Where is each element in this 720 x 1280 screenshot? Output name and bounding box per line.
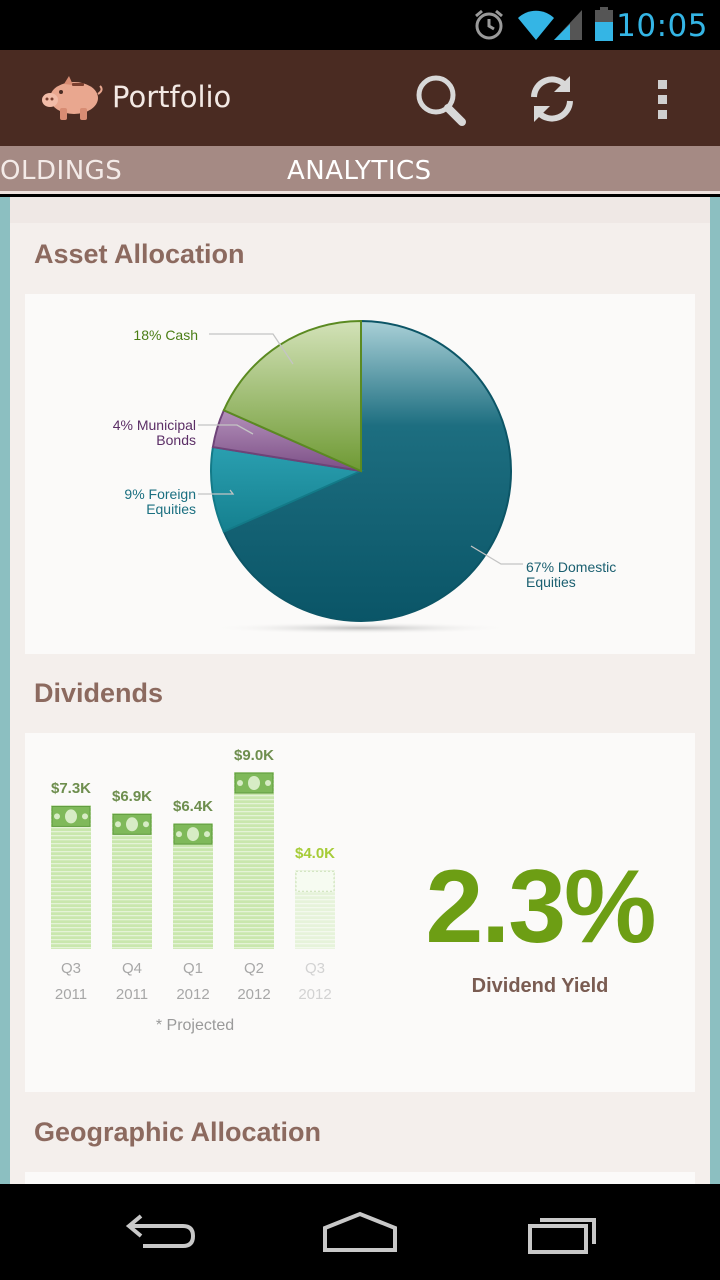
dividends-title: Dividends bbox=[34, 678, 164, 708]
alarm-icon bbox=[475, 9, 503, 40]
action-bar: Portfolio bbox=[0, 50, 720, 146]
dollar-bill-icon bbox=[51, 805, 91, 827]
panel-top-edge bbox=[10, 197, 710, 223]
analytics-panel: Asset Allocation bbox=[10, 197, 710, 1184]
wifi-icon bbox=[518, 10, 554, 40]
cell-signal-icon bbox=[554, 10, 582, 40]
back-button[interactable] bbox=[115, 1206, 205, 1258]
dividends-bar-chart bbox=[51, 772, 335, 949]
search-icon bbox=[416, 75, 466, 126]
dividend-bar-value: $4.0K bbox=[294, 845, 336, 863]
dividend-quarter-label: Q3 bbox=[60, 960, 81, 977]
pie-label-foreign-2: Equities bbox=[146, 501, 196, 517]
dividend-year-label: 2011 bbox=[54, 986, 88, 1003]
dividend-yield-value: 2.3% bbox=[425, 849, 656, 965]
dividend-yield-label: Dividend Yield bbox=[471, 975, 609, 997]
dollar-bill-icon bbox=[112, 813, 152, 835]
recent-apps-icon bbox=[528, 1218, 596, 1254]
pie-label-municipal-1: 4% Municipal bbox=[112, 417, 196, 433]
dividend-year-label: 2012 bbox=[176, 986, 210, 1003]
geographic-allocation-card bbox=[25, 1172, 695, 1184]
pie-label-domestic-1: 67% Domestic bbox=[526, 559, 617, 575]
search-button[interactable] bbox=[400, 64, 480, 134]
pie-label-domestic-2: Equities bbox=[526, 574, 576, 590]
dividend-quarter-label: Q3 bbox=[304, 960, 325, 977]
projected-note: * Projected bbox=[155, 1017, 235, 1034]
dividend-year-label: 2012 bbox=[298, 986, 332, 1003]
piggy-bank-icon[interactable] bbox=[36, 74, 106, 122]
dividend-quarter-label: Q2 bbox=[243, 960, 264, 977]
dividend-bar[interactable] bbox=[51, 805, 91, 949]
dividend-bar-value: $7.3K bbox=[50, 780, 92, 798]
pie-label-municipal-2: Bonds bbox=[156, 432, 196, 448]
analytics-content[interactable]: Asset Allocation bbox=[0, 197, 720, 1184]
pie-label-foreign-1: 9% Foreign bbox=[124, 486, 196, 502]
home-icon bbox=[323, 1211, 397, 1252]
asset-allocation-title: Asset Allocation bbox=[34, 239, 245, 269]
app-title: Portfolio bbox=[112, 80, 232, 114]
dividends-card: $7.3K Q3 2011 $6.9K Q4 2011 $6.4K Q1 2012 $9.0K Q2… bbox=[25, 733, 695, 1092]
dividend-year-label: 2011 bbox=[115, 986, 149, 1003]
recent-apps-button[interactable] bbox=[518, 1206, 608, 1258]
refresh-icon bbox=[531, 76, 573, 122]
pie-slice-domestic bbox=[222, 319, 512, 622]
dividend-bar-value: $6.9K bbox=[111, 788, 153, 806]
tab-strip: HOLDINGS ANALYTICS bbox=[0, 146, 720, 194]
asset-allocation-pie-chart bbox=[198, 319, 523, 634]
home-button[interactable] bbox=[315, 1206, 405, 1258]
dividend-bar[interactable] bbox=[234, 772, 274, 949]
dollar-bill-icon bbox=[295, 870, 335, 892]
geographic-allocation-title: Geographic Allocation bbox=[34, 1117, 322, 1147]
dividend-bar[interactable] bbox=[112, 813, 152, 949]
dividend-bar-value: $9.0K bbox=[233, 747, 275, 764]
pie-label-cash: 18% Cash bbox=[133, 327, 198, 343]
dividend-quarter-label: Q4 bbox=[121, 960, 142, 977]
overflow-menu-button[interactable] bbox=[624, 64, 704, 134]
status-bar: 10:05 bbox=[0, 0, 720, 50]
refresh-button[interactable] bbox=[512, 64, 592, 134]
overflow-menu-icon bbox=[658, 80, 667, 119]
tab-analytics[interactable]: ANALYTICS bbox=[287, 156, 432, 186]
back-icon bbox=[125, 1214, 196, 1248]
navigation-bar bbox=[0, 1184, 720, 1280]
dividend-quarter-label: Q1 bbox=[182, 960, 203, 977]
dividend-year-label: 2012 bbox=[237, 986, 271, 1003]
asset-allocation-card: 18% Cash 4% Municipal Bonds 9% Foreign E… bbox=[25, 294, 695, 654]
dollar-bill-icon bbox=[173, 823, 213, 845]
tab-holdings[interactable]: HOLDINGS bbox=[0, 156, 123, 186]
dollar-bill-icon bbox=[234, 772, 274, 794]
clock: 10:05 bbox=[616, 8, 708, 44]
dividend-bar-value: $6.4K bbox=[172, 798, 214, 816]
pie-slice-foreign bbox=[210, 445, 365, 534]
pie-slice-cash bbox=[222, 319, 362, 473]
battery-icon bbox=[595, 7, 613, 41]
